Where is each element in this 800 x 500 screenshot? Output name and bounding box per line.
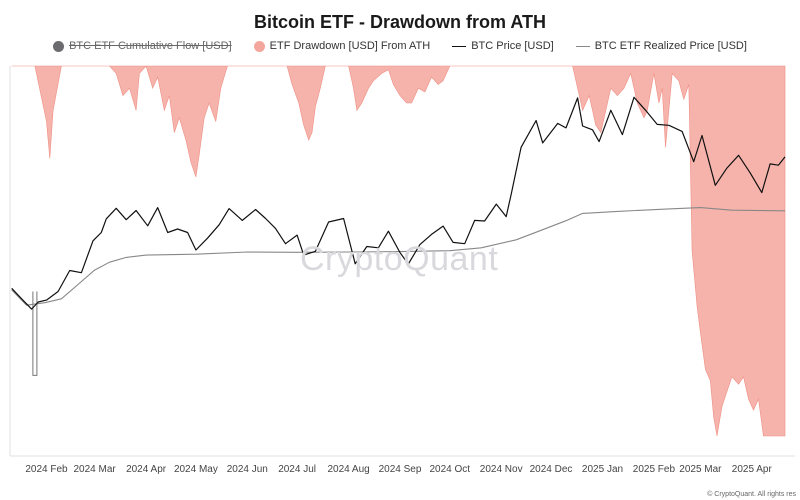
legend-label-etf-drawdown: ETF Drawdown [USD] From ATH xyxy=(269,40,431,52)
cumulative-flow-layer xyxy=(32,291,38,376)
btc-price-layer xyxy=(11,96,786,310)
x-tick-label: 2024 Mar xyxy=(73,464,116,475)
x-tick-label: 2024 May xyxy=(174,464,218,475)
chart-legend: BTC ETF Cumulative Flow [USD] ETF Drawdo… xyxy=(0,40,800,52)
legend-item-etf-drawdown[interactable]: ETF Drawdown [USD] From ATH xyxy=(253,40,431,52)
x-tick-label: 2024 Apr xyxy=(126,464,167,475)
legend-item-btc-price[interactable]: BTC Price [USD] xyxy=(452,40,554,52)
legend-label-realized-price: BTC ETF Realized Price [USD] xyxy=(594,40,747,52)
x-tick-label: 2024 Feb xyxy=(25,464,68,475)
legend-label-btc-price: BTC Price [USD] xyxy=(471,40,554,52)
btc-price-line xyxy=(11,96,786,310)
legend-label-cumulative-flow: BTC ETF Cumulative Flow [USD] xyxy=(69,40,232,52)
cumulative-flow-spike xyxy=(32,291,38,376)
x-tick-label: 2024 Aug xyxy=(327,464,369,475)
realized-price-line xyxy=(11,207,786,306)
x-tick-label: 2025 Mar xyxy=(679,464,722,475)
legend-swatch-cumulative-flow xyxy=(53,40,65,52)
x-tick-label: 2024 Sep xyxy=(379,464,422,475)
copyright-text: © CryptoQuant. All rights res xyxy=(707,491,796,498)
drawdown-layer xyxy=(11,65,786,437)
realized-price-layer xyxy=(11,207,786,306)
x-tick-label: 2025 Feb xyxy=(633,464,676,475)
legend-item-realized-price[interactable]: BTC ETF Realized Price [USD] xyxy=(575,40,747,52)
x-tick-label: 2024 Dec xyxy=(530,464,573,475)
x-tick-label: 2024 Oct xyxy=(430,464,471,475)
x-tick-labels: 2024 Feb 2024 Mar 2024 Apr 2024 May 2024 Jun… xyxy=(25,464,772,475)
x-tick-label: 2025 Apr xyxy=(732,464,773,475)
legend-item-cumulative-flow[interactable]: BTC ETF Cumulative Flow [USD] xyxy=(53,40,232,52)
legend-swatch-etf-drawdown xyxy=(253,40,265,52)
x-tick-label: 2024 Jun xyxy=(227,464,268,475)
drawdown-area xyxy=(11,65,786,437)
legend-swatch-realized-price xyxy=(575,45,590,47)
x-tick-label: 2024 Jul xyxy=(278,464,316,475)
x-tick-label: 2025 Jan xyxy=(582,464,623,475)
x-tick-label: 2024 Nov xyxy=(480,464,523,475)
chart-title: Bitcoin ETF - Drawdown from ATH xyxy=(254,12,546,32)
legend-swatch-btc-price xyxy=(452,45,467,47)
